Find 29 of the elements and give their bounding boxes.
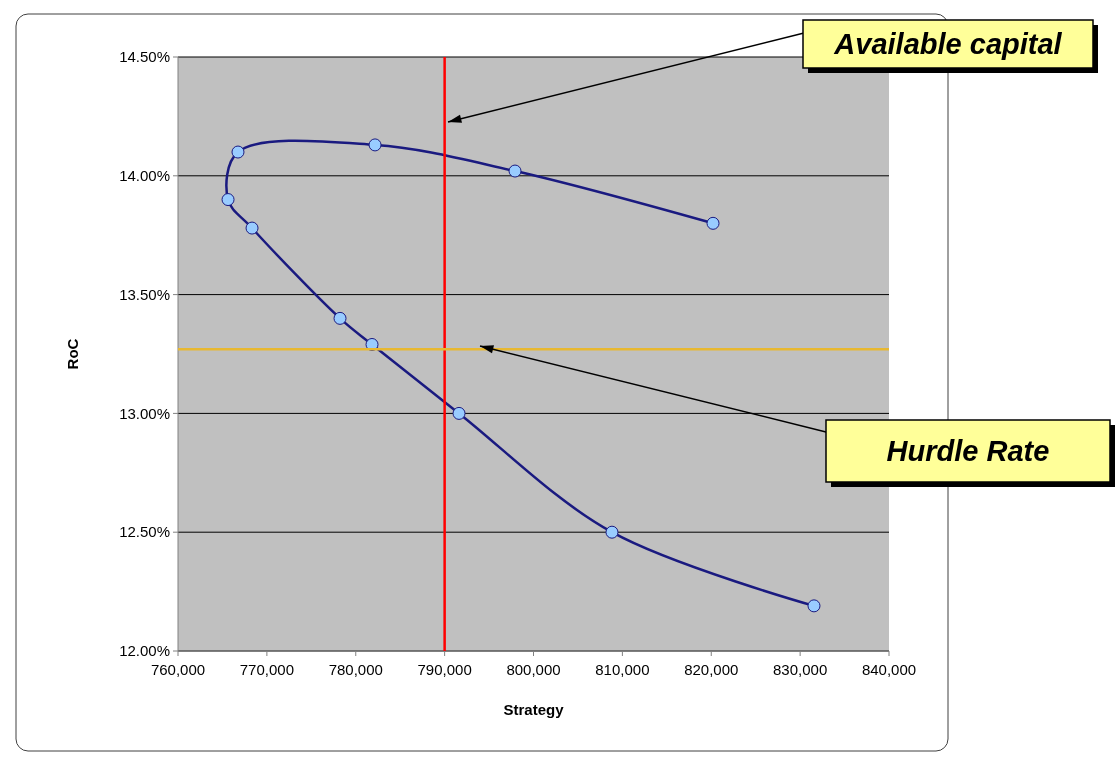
point bbox=[221, 193, 235, 207]
point bbox=[706, 216, 720, 230]
y-tick-label: 14.00% bbox=[119, 167, 170, 185]
point bbox=[807, 599, 821, 613]
x-tick-label: 820,000 bbox=[684, 661, 739, 678]
y-tick-label: 13.00% bbox=[119, 404, 170, 422]
point bbox=[605, 525, 619, 539]
y-tick-label: 12.00% bbox=[119, 642, 170, 660]
x-tick-label: 780,000 bbox=[328, 661, 383, 678]
ref-line-label: Available capital bbox=[833, 28, 1063, 61]
x-tick-label: 790,000 bbox=[417, 661, 472, 678]
x-tick-label: 770,000 bbox=[239, 661, 294, 678]
point bbox=[333, 311, 347, 325]
x-axis-title: Strategy bbox=[503, 701, 565, 718]
x-tick-label: 760,000 bbox=[150, 661, 206, 678]
x-tick-label: 840,000 bbox=[861, 661, 917, 678]
x-tick-label: 830,000 bbox=[773, 661, 828, 678]
y-tick-label: 14.50% bbox=[119, 48, 170, 66]
ref-line-label: Hurdle Rate bbox=[886, 435, 1050, 468]
point bbox=[231, 145, 245, 159]
x-tick-label: 800,000 bbox=[506, 661, 561, 678]
x-tick-label: 810,000 bbox=[595, 661, 650, 678]
y-tick-label: 13.50% bbox=[119, 285, 170, 303]
point bbox=[368, 138, 382, 152]
y-axis-title: RoC bbox=[64, 338, 81, 370]
y-tick-label: 12.50% bbox=[119, 523, 170, 541]
point bbox=[508, 164, 522, 178]
point bbox=[452, 406, 466, 420]
point bbox=[245, 221, 259, 235]
